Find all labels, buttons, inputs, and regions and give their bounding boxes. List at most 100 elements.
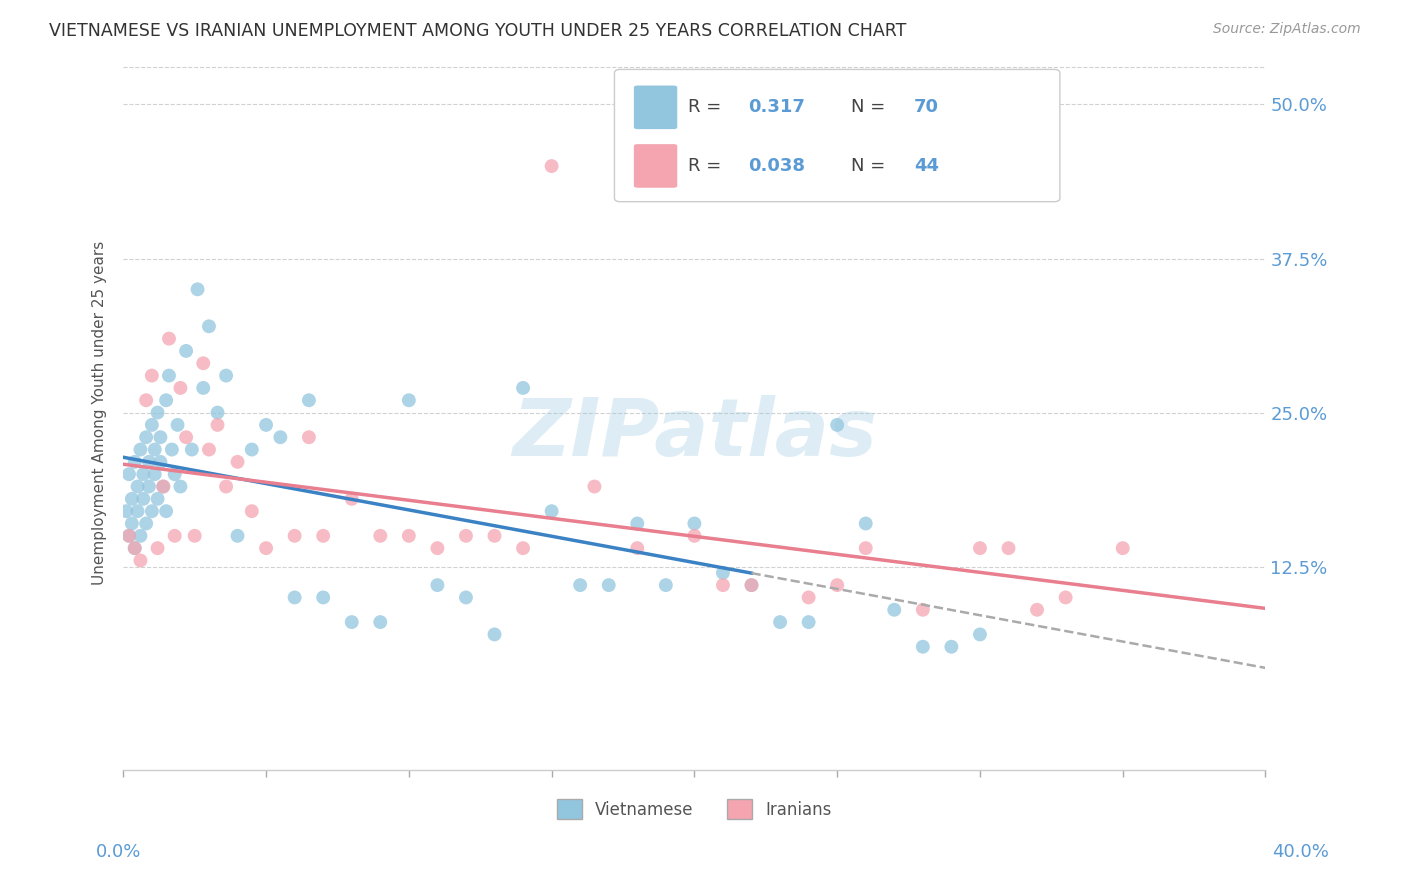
Text: 70: 70 bbox=[914, 98, 939, 116]
Point bbox=[115, 504, 138, 518]
Point bbox=[198, 319, 221, 334]
Point bbox=[152, 479, 174, 493]
Point bbox=[340, 491, 363, 506]
Point bbox=[741, 578, 763, 592]
Point bbox=[426, 578, 449, 592]
Point bbox=[121, 491, 143, 506]
Point bbox=[180, 442, 202, 457]
Point bbox=[368, 529, 391, 543]
Point bbox=[969, 541, 991, 556]
Point bbox=[226, 455, 249, 469]
Point bbox=[1112, 541, 1135, 556]
Point bbox=[149, 430, 172, 444]
Point bbox=[187, 282, 209, 296]
Point bbox=[883, 603, 905, 617]
Point bbox=[169, 381, 191, 395]
Point bbox=[127, 504, 149, 518]
Point bbox=[711, 566, 734, 580]
Point bbox=[284, 591, 307, 605]
FancyBboxPatch shape bbox=[634, 145, 678, 187]
Point bbox=[911, 603, 934, 617]
Point bbox=[129, 553, 152, 567]
Point bbox=[454, 529, 477, 543]
Point bbox=[215, 368, 238, 383]
Point bbox=[135, 430, 157, 444]
Point bbox=[284, 529, 307, 543]
Point bbox=[207, 417, 229, 432]
Point bbox=[166, 417, 188, 432]
Point bbox=[454, 591, 477, 605]
Point bbox=[254, 541, 277, 556]
Point bbox=[141, 504, 163, 518]
Point bbox=[183, 529, 205, 543]
Point bbox=[911, 640, 934, 654]
Point bbox=[254, 417, 277, 432]
Point bbox=[484, 529, 506, 543]
Legend: Vietnamese, Iranians: Vietnamese, Iranians bbox=[550, 792, 838, 826]
Point bbox=[124, 541, 146, 556]
Point bbox=[155, 504, 177, 518]
Point bbox=[169, 479, 191, 493]
Point bbox=[426, 541, 449, 556]
Point bbox=[368, 615, 391, 629]
Point bbox=[769, 615, 792, 629]
Point bbox=[129, 529, 152, 543]
Point bbox=[193, 356, 215, 370]
Point bbox=[569, 578, 592, 592]
Y-axis label: Unemployment Among Youth under 25 years: Unemployment Among Youth under 25 years bbox=[93, 241, 107, 584]
Text: R =: R = bbox=[688, 98, 733, 116]
Point bbox=[132, 491, 155, 506]
Text: N =: N = bbox=[851, 98, 897, 116]
Point bbox=[269, 430, 291, 444]
Point bbox=[146, 541, 169, 556]
Point bbox=[118, 529, 141, 543]
Point bbox=[683, 516, 706, 531]
Point bbox=[135, 516, 157, 531]
Text: ZIPatlas: ZIPatlas bbox=[512, 395, 877, 473]
Point bbox=[240, 504, 263, 518]
Point bbox=[226, 529, 249, 543]
Point bbox=[143, 467, 166, 482]
Text: 44: 44 bbox=[914, 157, 939, 175]
Point bbox=[124, 541, 146, 556]
Point bbox=[149, 455, 172, 469]
Point bbox=[193, 381, 215, 395]
Point bbox=[825, 417, 848, 432]
Point bbox=[174, 343, 197, 358]
Point bbox=[540, 159, 562, 173]
Point bbox=[163, 529, 186, 543]
Point bbox=[398, 529, 420, 543]
Point bbox=[312, 529, 335, 543]
Point bbox=[512, 541, 534, 556]
Point bbox=[240, 442, 263, 457]
Point bbox=[127, 479, 149, 493]
Text: VIETNAMESE VS IRANIAN UNEMPLOYMENT AMONG YOUTH UNDER 25 YEARS CORRELATION CHART: VIETNAMESE VS IRANIAN UNEMPLOYMENT AMONG… bbox=[49, 22, 907, 40]
FancyBboxPatch shape bbox=[634, 86, 678, 129]
Point bbox=[855, 541, 877, 556]
Point bbox=[626, 516, 648, 531]
Point bbox=[160, 442, 183, 457]
Text: 0.317: 0.317 bbox=[748, 98, 806, 116]
Point bbox=[135, 393, 157, 408]
Point bbox=[969, 627, 991, 641]
Point bbox=[215, 479, 238, 493]
Text: 0.038: 0.038 bbox=[748, 157, 806, 175]
Point bbox=[152, 479, 174, 493]
FancyBboxPatch shape bbox=[614, 70, 1060, 202]
Point bbox=[132, 467, 155, 482]
Point bbox=[298, 393, 321, 408]
Point bbox=[655, 578, 678, 592]
Point bbox=[121, 516, 143, 531]
Point bbox=[146, 491, 169, 506]
Point bbox=[797, 615, 820, 629]
Point bbox=[626, 541, 648, 556]
Point bbox=[512, 381, 534, 395]
Point bbox=[198, 442, 221, 457]
Point bbox=[398, 393, 420, 408]
Point bbox=[1026, 603, 1049, 617]
Point bbox=[340, 615, 363, 629]
Point bbox=[207, 406, 229, 420]
Text: N =: N = bbox=[851, 157, 897, 175]
Point bbox=[583, 479, 606, 493]
Point bbox=[118, 529, 141, 543]
